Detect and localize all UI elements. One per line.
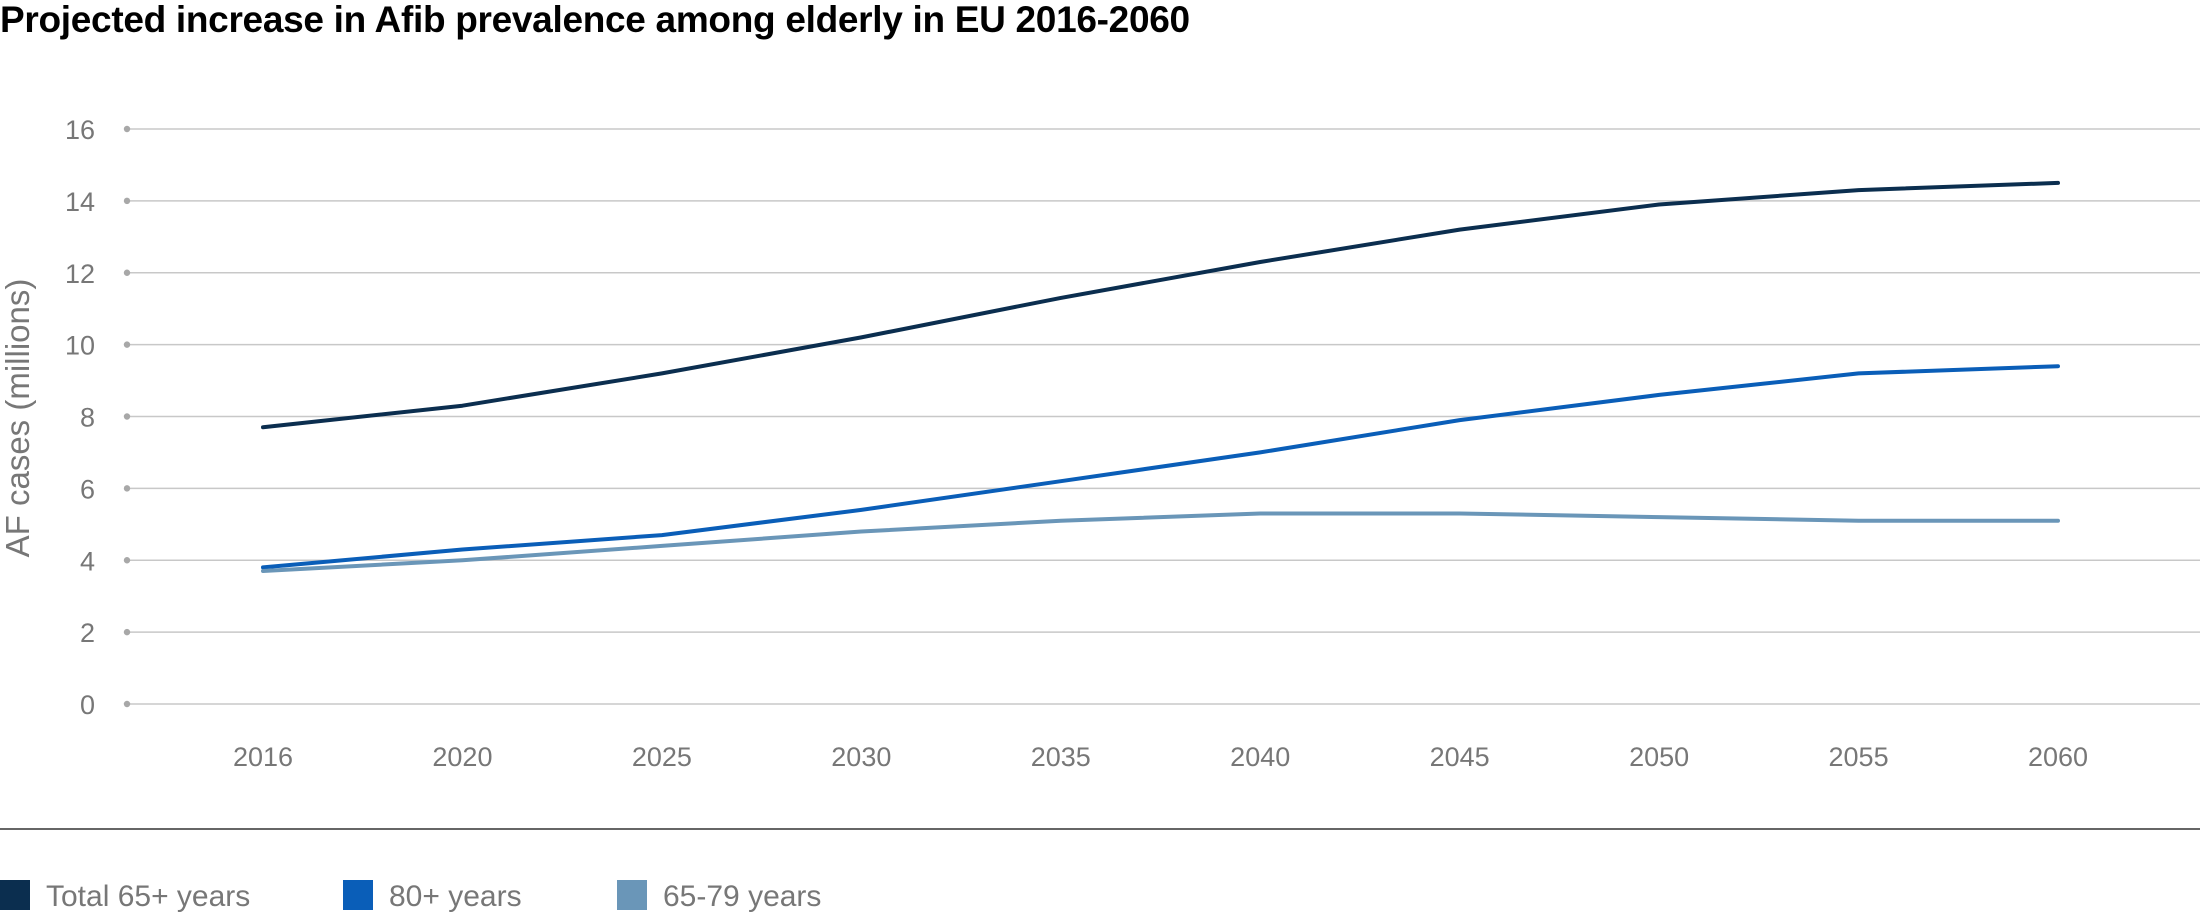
legend-swatch xyxy=(343,880,373,910)
gridlines xyxy=(125,128,2200,705)
y-tick-label: 8 xyxy=(80,403,95,433)
series-line-0 xyxy=(261,180,2060,430)
series-line-2 xyxy=(261,511,2060,573)
y-axis-label: AF cases (millions) xyxy=(0,279,36,558)
y-tick-label: 0 xyxy=(80,690,95,720)
legend-label: 65-79 years xyxy=(663,880,821,913)
legend-label: Total 65+ years xyxy=(46,880,250,913)
y-tick-dot xyxy=(123,413,131,420)
y-tick-dot xyxy=(123,628,131,636)
y-tick-dot xyxy=(123,269,131,276)
x-axis-ticks: 2016 2020 2025 2030 2035 2040 2045 2050 2055 2060 xyxy=(233,742,2088,772)
legend-swatch xyxy=(617,880,647,910)
x-tick-label: 2016 xyxy=(233,742,293,772)
y-tick-dot xyxy=(123,341,131,348)
legend-label: 80+ years xyxy=(389,880,522,913)
y-tick-dot xyxy=(123,485,131,492)
legend: Total 65+ years 80+ years 65-79 years xyxy=(0,880,821,913)
y-tick-label: 16 xyxy=(65,115,95,145)
x-tick-label: 2055 xyxy=(1829,742,1889,772)
legend-item: Total 65+ years xyxy=(0,880,250,913)
x-tick-label: 2025 xyxy=(632,742,692,772)
x-tick-label: 2040 xyxy=(1230,742,1290,772)
x-tick-label: 2050 xyxy=(1629,742,1689,772)
chart-title: Projected increase in Afib prevalence am… xyxy=(0,0,1190,40)
y-tick-label: 10 xyxy=(65,331,95,361)
y-tick-label: 6 xyxy=(80,474,95,504)
y-tick-dot xyxy=(123,197,131,205)
legend-item: 80+ years xyxy=(343,880,522,913)
series-lines xyxy=(261,180,2060,573)
series-line-1 xyxy=(261,364,2060,570)
x-tick-label: 2045 xyxy=(1430,742,1490,772)
y-tick-dot xyxy=(123,700,131,708)
legend-swatch xyxy=(0,880,30,910)
x-tick-label: 2030 xyxy=(831,742,891,772)
y-tick-dot xyxy=(123,557,131,564)
x-tick-label: 2020 xyxy=(432,742,492,772)
x-tick-label: 2060 xyxy=(2028,742,2088,772)
legend-item: 65-79 years xyxy=(617,880,821,913)
y-tick-label: 14 xyxy=(65,187,95,217)
y-tick-label: 4 xyxy=(80,546,95,576)
y-axis-ticks: 0 2 4 6 8 10 12 14 16 xyxy=(65,115,131,720)
y-tick-label: 12 xyxy=(65,259,95,289)
y-tick-dot xyxy=(123,125,131,133)
x-tick-label: 2035 xyxy=(1031,742,1091,772)
y-tick-label: 2 xyxy=(80,618,95,648)
